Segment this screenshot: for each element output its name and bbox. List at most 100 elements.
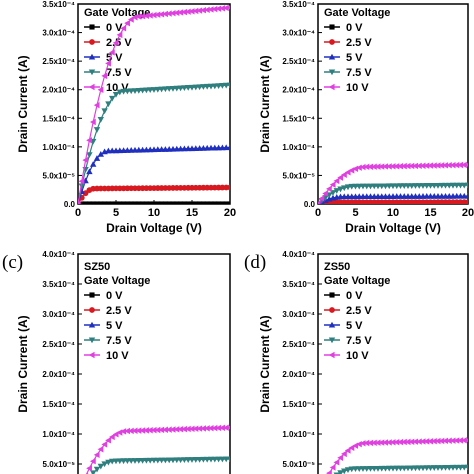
data-point <box>94 201 100 204</box>
data-point <box>408 162 415 170</box>
data-point <box>154 11 161 18</box>
data-point <box>120 25 127 32</box>
data-point <box>128 427 134 435</box>
y-tick-label: 2.5x10⁻⁴ <box>282 340 315 349</box>
data-point <box>341 185 348 192</box>
panel-3: 5.0x10⁻⁵ 1.0x10⁻⁴ 1.5x10⁻⁴ 2.0x10⁻⁴ 2.5x10⁻⁴… <box>2 250 231 474</box>
series-line <box>78 7 230 204</box>
data-point <box>397 438 404 446</box>
y-tick-label: 1.0x10⁻⁴ <box>42 430 75 439</box>
y-tick-label: 2.0x10⁻⁴ <box>282 370 315 379</box>
data-point <box>86 137 92 144</box>
data-point <box>105 60 111 67</box>
data-point <box>162 201 168 204</box>
y-tick-label: 1.5x10⁻⁴ <box>282 400 315 409</box>
data-point <box>78 200 81 204</box>
panel-title: SZ50 <box>84 261 110 273</box>
legend-label: 2.5 V <box>346 37 372 49</box>
legend-label: 7.5 V <box>106 335 132 347</box>
data-point <box>155 201 161 204</box>
data-point <box>185 425 191 433</box>
data-point <box>150 426 157 434</box>
data-point <box>219 5 225 12</box>
legend-label: 0 V <box>106 22 123 34</box>
data-point <box>93 451 100 459</box>
data-point <box>344 447 351 454</box>
data-point <box>131 427 138 434</box>
data-point <box>208 201 214 204</box>
x-tick-label: 5 <box>113 207 119 219</box>
data-point <box>131 14 138 21</box>
data-point <box>337 454 344 461</box>
legend-label: 7.5 V <box>346 67 372 79</box>
data-point <box>215 5 222 12</box>
data-point <box>162 426 168 433</box>
y-tick-label: 1.5x10⁻⁴ <box>42 114 75 123</box>
data-point <box>166 201 172 204</box>
y-tick-label: 3.5x10⁻⁴ <box>282 0 315 9</box>
x-tick-label: 15 <box>424 207 436 219</box>
legend-marker <box>329 24 335 30</box>
data-point <box>121 201 127 204</box>
data-point <box>423 438 430 445</box>
data-point <box>416 162 422 170</box>
curves <box>318 161 468 204</box>
data-point <box>147 12 153 19</box>
x-tick-label: 5 <box>352 207 358 219</box>
data-point <box>109 433 115 441</box>
data-point <box>178 201 184 204</box>
legend-marker <box>89 292 95 298</box>
data-point <box>419 162 426 169</box>
y-tick-label: 3.5x10⁻⁴ <box>42 280 75 289</box>
data-point <box>159 201 165 204</box>
data-point <box>401 438 407 446</box>
data-point <box>109 201 115 204</box>
data-point <box>442 437 449 445</box>
data-point <box>173 426 180 433</box>
data-point <box>337 186 344 193</box>
panel-4: 5.0x10⁻⁵ 1.0x10⁻⁴ 1.5x10⁻⁴ 2.0x10⁻⁴ 2.5x10⁻⁴… <box>244 250 469 474</box>
data-point <box>117 201 123 204</box>
data-point <box>135 13 142 20</box>
data-point <box>169 426 176 433</box>
panel-1: 0.0 5.0x10⁻⁵ 1.0x10⁻⁴ 1.5x10⁻⁴ 2.0x10⁻⁴ 2.5x1… <box>16 0 236 235</box>
data-point <box>464 163 468 167</box>
data-point <box>78 183 85 190</box>
y-tick-label: 0.0 <box>304 200 316 209</box>
y-tick-label: 1.0x10⁻⁴ <box>282 143 315 152</box>
curves <box>85 424 230 474</box>
data-point <box>442 162 449 169</box>
data-point <box>348 444 355 452</box>
data-point <box>207 425 214 432</box>
data-point <box>393 438 400 446</box>
data-point <box>326 185 332 193</box>
legend-marker <box>88 83 95 91</box>
y-tick-label: 3.0x10⁻⁴ <box>42 310 75 319</box>
data-point <box>326 469 332 474</box>
data-point <box>124 19 130 27</box>
data-point <box>200 201 206 204</box>
data-point <box>166 426 172 433</box>
data-point <box>374 163 381 170</box>
legend-label: 0 V <box>346 290 363 302</box>
data-point <box>174 201 180 204</box>
data-point <box>344 169 351 176</box>
legend-marker <box>329 292 335 298</box>
y-tick-label: 4.0x10⁻⁴ <box>282 250 315 259</box>
y-tick-label: 2.0x10⁻⁴ <box>282 86 315 95</box>
data-point <box>105 101 112 108</box>
legend-marker <box>89 307 95 313</box>
x-axis-label: Drain Voltage (V) <box>106 221 202 235</box>
data-point <box>457 437 464 444</box>
data-point <box>329 464 336 471</box>
data-point <box>446 437 452 444</box>
panel-2: 0.0 5.0x10⁻⁵ 1.0x10⁻⁴ 1.5x10⁻⁴ 2.0x10⁻⁴ 2.5x1… <box>258 0 474 235</box>
data-point <box>446 162 452 169</box>
data-point <box>124 427 130 435</box>
data-point <box>363 439 370 447</box>
legend-label: 2.5 V <box>106 37 132 49</box>
y-tick-label: 2.0x10⁻⁴ <box>42 86 75 95</box>
y-tick-label: 1.5x10⁻⁴ <box>42 400 75 409</box>
data-point <box>434 437 441 445</box>
data-point <box>461 437 467 444</box>
